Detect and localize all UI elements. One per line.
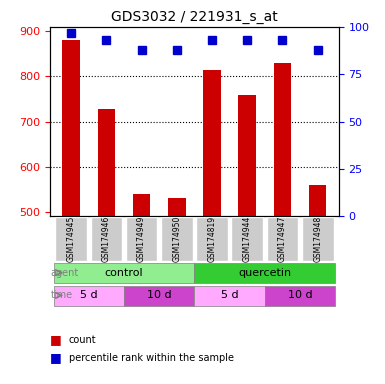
Bar bbox=[168, 198, 186, 216]
FancyBboxPatch shape bbox=[161, 217, 192, 261]
FancyBboxPatch shape bbox=[126, 217, 157, 261]
Text: time: time bbox=[50, 290, 72, 300]
Text: 5 d: 5 d bbox=[80, 290, 97, 300]
Bar bbox=[203, 70, 221, 216]
FancyBboxPatch shape bbox=[194, 263, 335, 283]
Bar bbox=[133, 194, 151, 216]
Bar bbox=[238, 94, 256, 216]
Text: GSM174819: GSM174819 bbox=[208, 216, 216, 262]
FancyBboxPatch shape bbox=[54, 286, 124, 306]
Text: GSM174949: GSM174949 bbox=[137, 216, 146, 262]
FancyBboxPatch shape bbox=[124, 286, 194, 306]
Text: GSM174944: GSM174944 bbox=[243, 216, 252, 262]
FancyBboxPatch shape bbox=[302, 217, 333, 261]
Title: GDS3032 / 221931_s_at: GDS3032 / 221931_s_at bbox=[111, 10, 278, 25]
FancyBboxPatch shape bbox=[196, 217, 228, 261]
Text: control: control bbox=[105, 268, 143, 278]
FancyBboxPatch shape bbox=[194, 286, 265, 306]
Bar bbox=[62, 40, 80, 216]
FancyBboxPatch shape bbox=[54, 263, 194, 283]
Text: GSM174948: GSM174948 bbox=[313, 216, 322, 262]
Text: 5 d: 5 d bbox=[221, 290, 238, 300]
Text: GSM174947: GSM174947 bbox=[278, 216, 287, 262]
FancyBboxPatch shape bbox=[90, 217, 122, 261]
Text: percentile rank within the sample: percentile rank within the sample bbox=[69, 353, 234, 363]
Bar bbox=[97, 109, 115, 216]
Text: ■: ■ bbox=[50, 333, 62, 346]
Text: quercetin: quercetin bbox=[238, 268, 291, 278]
FancyBboxPatch shape bbox=[265, 286, 335, 306]
Text: count: count bbox=[69, 335, 96, 345]
Text: GSM174946: GSM174946 bbox=[102, 216, 111, 262]
Text: GSM174950: GSM174950 bbox=[172, 216, 181, 262]
Bar bbox=[274, 63, 291, 216]
Text: GSM174945: GSM174945 bbox=[67, 216, 76, 262]
Text: ■: ■ bbox=[50, 351, 62, 364]
Text: agent: agent bbox=[50, 268, 79, 278]
Text: 10 d: 10 d bbox=[147, 290, 172, 300]
Text: 10 d: 10 d bbox=[288, 290, 312, 300]
Bar bbox=[309, 185, 326, 216]
FancyBboxPatch shape bbox=[55, 217, 87, 261]
FancyBboxPatch shape bbox=[267, 217, 298, 261]
FancyBboxPatch shape bbox=[231, 217, 263, 261]
